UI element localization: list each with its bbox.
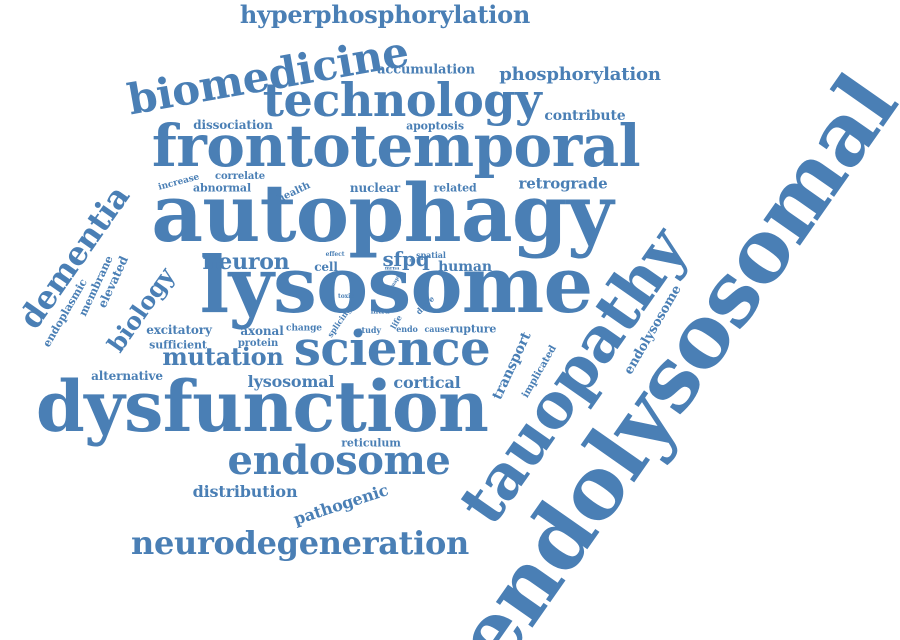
word-contribute: contribute [544,108,626,124]
word-abnormal: abnormal [192,181,252,195]
word-protein: protein [237,338,279,349]
word-hyperphosphorylation: hyperphosphorylation [239,0,531,29]
word-cell: cell [314,260,338,274]
word-dysfunction: dysfunction [35,365,489,448]
word-study: study [357,325,381,335]
word-reticulum: reticulum [341,436,401,450]
word-alternative: alternative [91,369,163,383]
word-frontotemporal: frontotemporal [151,112,641,180]
word-toxic: toxic [338,293,354,300]
word-endo: endo [396,324,418,334]
word-cause: cause [424,324,450,334]
word-cortical: cortical [393,373,461,392]
word-excitatory: excitatory [146,323,212,337]
word-autophagy: autophagy [151,166,613,260]
word-dissociation: dissociation [193,118,273,132]
word-correlate: correlate [214,171,266,182]
word-nuclear: nuclear [349,181,401,195]
word-rupture: rupture [449,322,497,336]
word-intra: intra [370,306,390,316]
word-spatial: spatial [416,250,446,260]
word-related: related [433,181,477,195]
word-sfpq: sfpq [382,247,430,271]
word-accumulation: accumulation [377,62,475,78]
word-neuron: neuron [202,249,290,275]
word-technology: technology [262,73,542,127]
word-science: science [293,321,491,377]
word-mrna: mrna [384,265,400,272]
word-sufficient: sufficient [149,338,207,352]
word-phosphorylation: phosphorylation [499,64,661,85]
word-axonal: axonal [240,324,284,338]
word-distribution: distribution [192,482,298,501]
word-retrograde: retrograde [518,174,608,193]
word-pathogenic: pathogenic [291,480,391,529]
word-n: n [409,257,413,264]
word-effect: effect [325,251,345,258]
word-human: human [438,259,492,275]
word-lysosomal: lysosomal [247,372,335,391]
word-endosome: endosome [227,437,451,484]
word-neurodegeneration: neurodegeneration [131,524,469,562]
word-mutation: mutation [162,342,284,371]
word-apoptosis: apoptosis [406,119,464,133]
word-lysosome: lysosome [199,240,594,331]
word-change: change [286,323,322,334]
